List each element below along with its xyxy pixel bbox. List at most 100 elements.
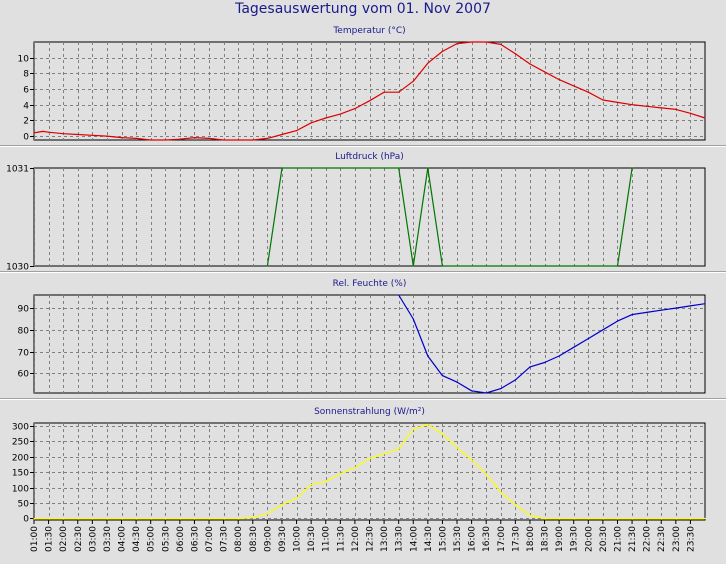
temperature-point [704, 117, 706, 119]
temperature-point [150, 139, 152, 141]
x-tick-label: 16:30 [482, 526, 492, 552]
humidity-point [689, 305, 692, 307]
temperature-series-line [33, 41, 706, 141]
temperature-point [252, 139, 254, 141]
humidity-point [616, 320, 619, 322]
temperature-point [543, 71, 546, 73]
temperature-point [179, 138, 181, 140]
humidity-point [529, 366, 531, 368]
temperature-point [281, 133, 283, 136]
pressure-panel: Luftdruck (hPa) 1030 1031 [0, 152, 726, 273]
x-tick-label: 04:00 [118, 526, 128, 552]
temperature-point [310, 122, 312, 124]
solar-point [456, 447, 458, 449]
temperature-point [120, 137, 123, 139]
x-tick-label: 08:00 [234, 526, 244, 552]
temperature-point [456, 43, 458, 45]
x-tick-label: 08:30 [249, 526, 259, 552]
solar-point [704, 517, 706, 520]
temperature-point [383, 91, 385, 93]
temperature-point [558, 79, 560, 81]
temperature-ytick-label: 0 [23, 133, 29, 143]
x-tick-label: 15:30 [453, 526, 463, 552]
temperature-point [529, 63, 531, 65]
x-tick-label: 21:00 [614, 526, 624, 552]
temperature-point [33, 132, 35, 134]
x-tick-label: 14:00 [409, 526, 419, 552]
temperature-point [62, 133, 64, 135]
pressure-point [266, 265, 268, 267]
solar-point [543, 517, 546, 520]
x-tick-label: 07:00 [205, 526, 215, 552]
x-tick-label: 23:30 [686, 526, 696, 552]
x-tick-label: 06:00 [176, 526, 186, 552]
temperature-point [602, 99, 604, 101]
humidity-ytick-label: 80 [18, 327, 30, 337]
humidity-point [587, 338, 589, 340]
solar-panel: Sonnenstrahlung (W/m²) 0 50 100 150 200 250 300 [12, 407, 706, 525]
temperature-point [587, 91, 589, 93]
x-tick-label: 09:30 [278, 526, 288, 552]
temperature-point [631, 104, 633, 106]
temperature-point [164, 139, 166, 141]
humidity-point [485, 392, 487, 394]
x-tick-label: 11:00 [322, 526, 332, 552]
solar-point [296, 497, 298, 499]
pressure-point [427, 167, 429, 169]
x-tick-label: 15:00 [438, 526, 448, 552]
solar-point [339, 473, 341, 475]
x-tick-label: 14:30 [424, 526, 434, 552]
x-tick-label: 11:30 [336, 526, 346, 552]
x-tick-label: 13:00 [380, 526, 390, 552]
pressure-point [398, 167, 400, 169]
solar-title: Sonnenstrahlung (W/m²) [314, 407, 425, 417]
temperature-ytick-label: 2 [23, 117, 29, 127]
temperature-point [237, 139, 239, 141]
solar-point [485, 473, 487, 475]
solar-point [441, 433, 443, 435]
solar-point [252, 516, 254, 519]
x-tick-label: 17:30 [511, 526, 521, 552]
x-tick-label: 06:30 [191, 526, 201, 552]
pressure-ytick-label: 1031 [6, 165, 29, 175]
pressure-point [631, 167, 633, 169]
solar-point [354, 467, 356, 469]
temperature-panel: Temperatur (°C) 0 2 4 6 8 10 [0, 26, 726, 147]
temperature-point [77, 133, 79, 136]
humidity-point [704, 303, 706, 305]
pressure-point [441, 265, 443, 267]
solar-point [281, 504, 283, 506]
temperature-ytick-label: 4 [23, 102, 29, 112]
pressure-title: Luftdruck (hPa) [335, 152, 404, 162]
x-axis: 01:00 01:30 02:00 02:30 03:00 03:30 04:00 04:30… [30, 520, 696, 552]
temperature-point [91, 134, 93, 136]
temperature-point [471, 41, 473, 43]
humidity-series-line [398, 294, 706, 394]
humidity-point [427, 355, 429, 357]
temperature-point [135, 137, 137, 139]
x-tick-label: 09:00 [263, 526, 273, 552]
x-tick-label: 13:30 [395, 526, 405, 552]
humidity-point [646, 311, 648, 313]
humidity-point [573, 346, 575, 348]
x-tick-label: 16:00 [468, 526, 478, 552]
solar-ytick-label: 250 [12, 438, 29, 448]
x-tick-label: 20:00 [584, 526, 594, 552]
humidity-point [456, 381, 458, 383]
temperature-point [368, 100, 371, 102]
temperature-point [500, 43, 502, 46]
humidity-point [412, 318, 414, 320]
pressure-point [281, 167, 283, 169]
temperature-point [412, 80, 414, 82]
solar-ytick-label: 200 [12, 454, 29, 464]
solar-point [514, 504, 517, 506]
solar-ytick-label: 50 [18, 500, 30, 510]
temperature-point [106, 135, 108, 137]
temperature-point [223, 139, 225, 141]
temperature-point [441, 50, 443, 53]
x-tick-label: 10:30 [307, 526, 317, 552]
solar-point [471, 459, 473, 461]
solar-point [223, 517, 225, 520]
